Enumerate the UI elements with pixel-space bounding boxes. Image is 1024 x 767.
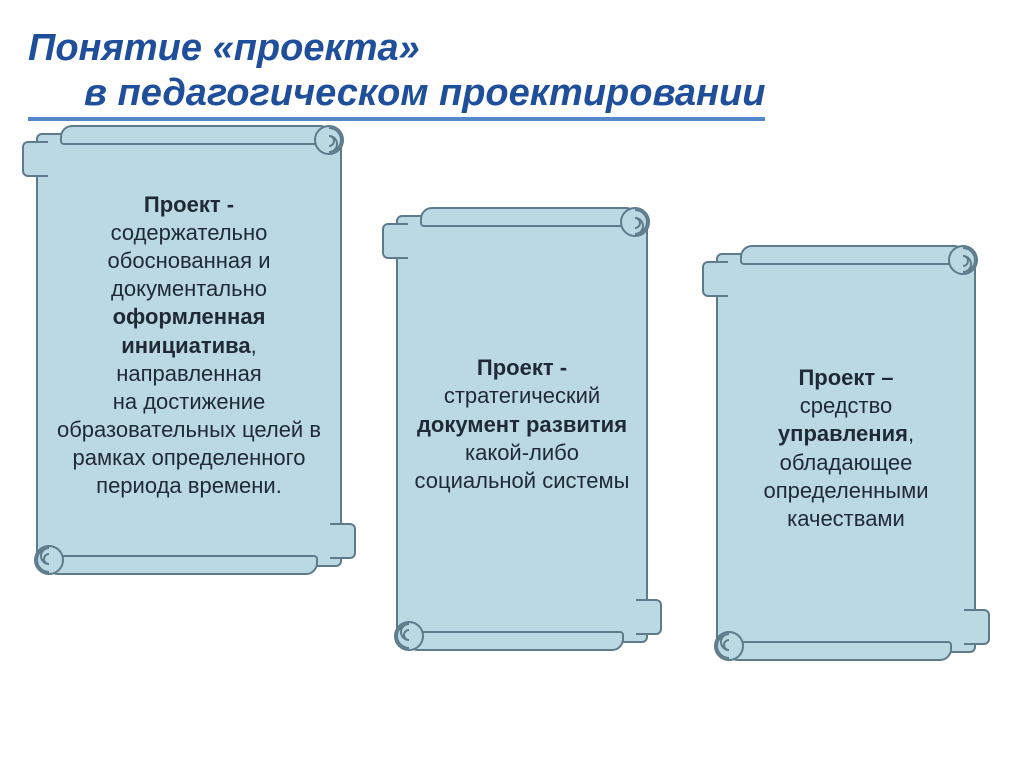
scroll-text-1: Проект - содержательно обоснованная и до… xyxy=(52,191,326,501)
scroll-text-2: Проект - стратегический документ развити… xyxy=(412,354,632,495)
scroll-body: средство управления, обладающее определе… xyxy=(763,393,928,531)
scroll-card-3: Проект – средство управления, обладающее… xyxy=(716,253,976,653)
scroll-body: содержательно обоснованная и документаль… xyxy=(57,220,321,498)
scroll-heading: Проект – xyxy=(798,365,893,390)
scroll-heading: Проект - xyxy=(477,355,567,380)
slide-title: Понятие «проекта» в педагогическом проек… xyxy=(0,0,1024,131)
scroll-body: стратегический документ развития какой-л… xyxy=(415,383,630,492)
scroll-card-1: Проект - содержательно обоснованная и до… xyxy=(36,133,342,567)
scroll-curl-icon xyxy=(712,629,746,663)
diagram-canvas: Проект - содержательно обоснованная и до… xyxy=(0,131,1024,751)
scroll-curl-icon xyxy=(946,243,980,277)
scroll-text-3: Проект – средство управления, обладающее… xyxy=(732,364,960,533)
scroll-curl-icon xyxy=(312,123,346,157)
title-line-1: Понятие «проекта» xyxy=(0,0,1024,72)
scroll-curl-icon xyxy=(392,619,426,653)
title-line-2: в педагогическом проектировании xyxy=(28,72,765,121)
scroll-card-2: Проект - стратегический документ развити… xyxy=(396,215,648,643)
scroll-curl-icon xyxy=(32,543,66,577)
scroll-curl-icon xyxy=(618,205,652,239)
scroll-heading: Проект - xyxy=(144,192,234,217)
